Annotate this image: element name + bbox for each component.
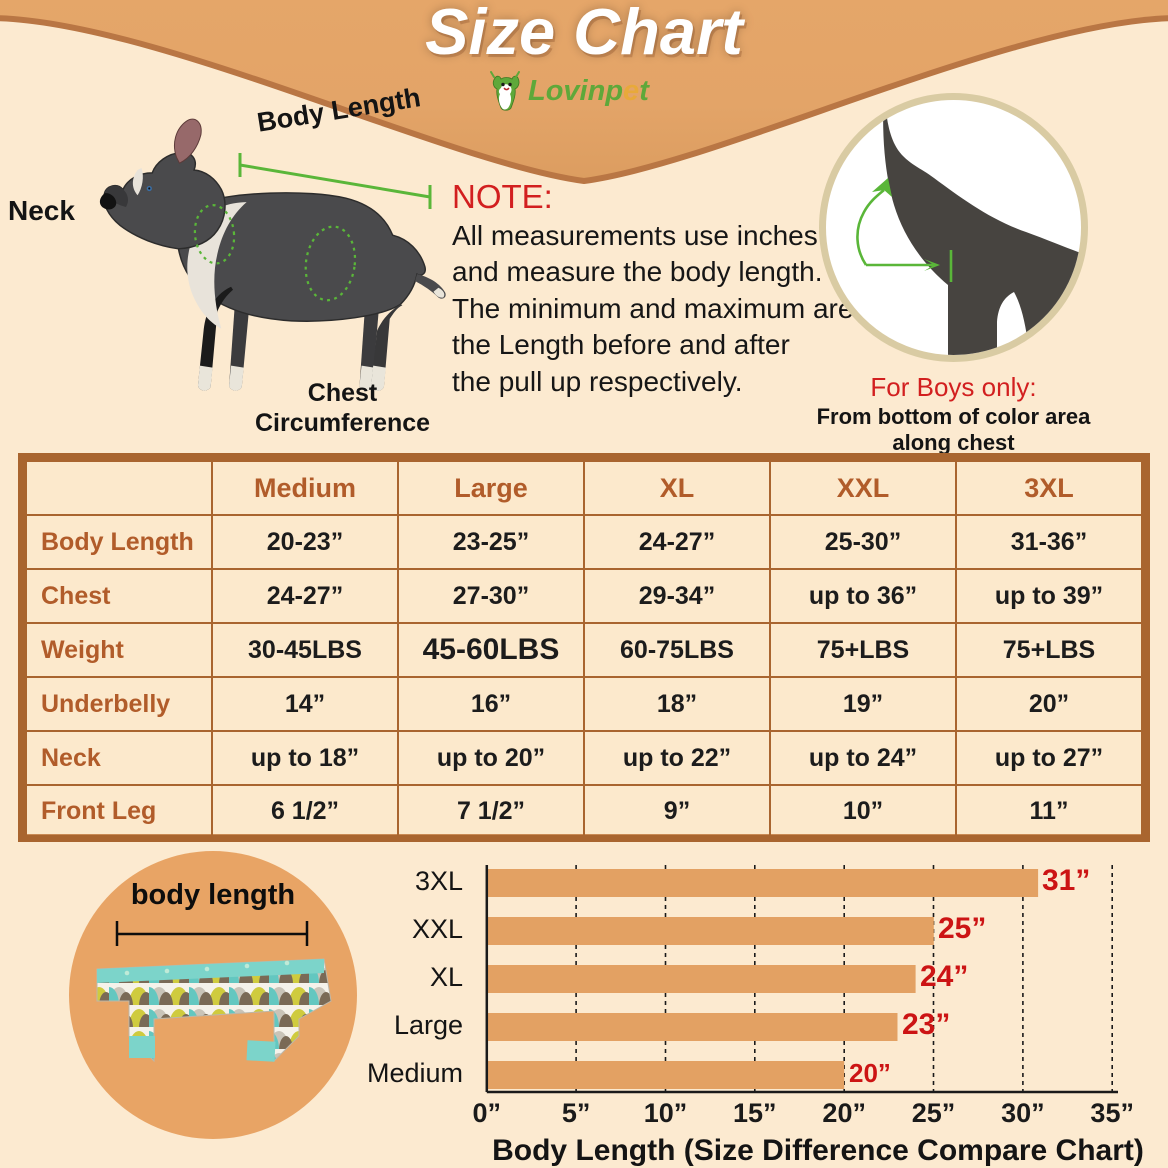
- svg-text:25”: 25”: [938, 912, 986, 945]
- svg-text:24”: 24”: [920, 960, 968, 993]
- svg-text:15”: 15”: [733, 1098, 777, 1128]
- svg-text:25”: 25”: [912, 1098, 956, 1128]
- svg-text:31”: 31”: [1042, 864, 1090, 897]
- svg-text:30”: 30”: [1001, 1098, 1045, 1128]
- svg-text:0”: 0”: [473, 1098, 502, 1128]
- svg-text:5”: 5”: [562, 1098, 591, 1128]
- svg-text:Large: Large: [394, 1010, 463, 1040]
- svg-text:23”: 23”: [902, 1008, 950, 1041]
- svg-text:20”: 20”: [849, 1058, 891, 1088]
- svg-text:XXL: XXL: [412, 914, 463, 944]
- svg-text:35”: 35”: [1090, 1098, 1134, 1128]
- svg-text:XL: XL: [430, 962, 463, 992]
- svg-text:3XL: 3XL: [415, 866, 463, 896]
- svg-text:Medium: Medium: [367, 1058, 463, 1088]
- svg-text:10”: 10”: [644, 1098, 688, 1128]
- svg-text:Body Length (Size Difference: Body Length (Size Difference Compare Cha…: [492, 1134, 1144, 1167]
- svg-text:20”: 20”: [822, 1098, 866, 1128]
